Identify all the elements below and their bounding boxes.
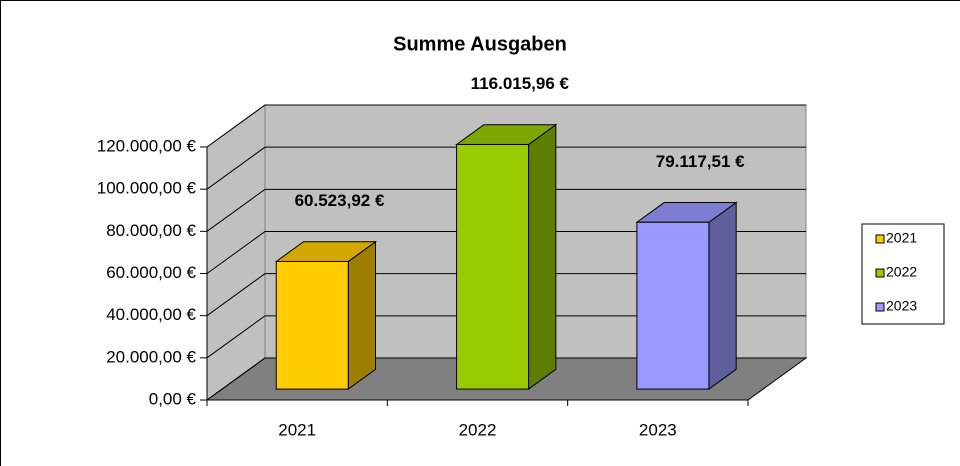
legend-label: 2021 <box>886 230 917 246</box>
grid-line <box>206 357 806 401</box>
y-tick-label: 100.000,00 € <box>97 179 197 198</box>
legend-swatch <box>875 268 885 278</box>
x-tick-label: 2022 <box>459 420 497 439</box>
legend-label: 2022 <box>886 264 917 280</box>
grid-line <box>206 315 806 359</box>
y-tick-label: 80.000,00 € <box>106 221 196 240</box>
grid-line <box>206 104 806 148</box>
y-tick-label: 60.000,00 € <box>106 263 196 282</box>
x-tick-label: 2021 <box>278 420 316 439</box>
bar <box>456 143 530 390</box>
legend-swatch <box>875 234 885 244</box>
y-tick-label: 20.000,00 € <box>106 347 196 366</box>
grid-line <box>206 188 806 232</box>
grid-line <box>206 146 806 190</box>
value-label: 116.015,96 € <box>471 74 570 93</box>
y-tick-label: 0,00 € <box>149 389 197 408</box>
chart-title: Summe Ausgaben <box>393 33 567 55</box>
bar <box>275 260 349 390</box>
bar-side <box>708 201 737 391</box>
bar-side <box>347 240 377 391</box>
value-label: 79.117,51 € <box>656 152 745 171</box>
value-label: 60.523,92 € <box>295 191 385 210</box>
y-tick-label: 40.000,00 € <box>106 305 196 324</box>
bar <box>636 221 710 390</box>
grid-line <box>206 273 806 317</box>
x-tick-label: 2023 <box>639 420 677 439</box>
legend-swatch <box>875 302 885 312</box>
grid-line <box>206 231 806 274</box>
legend-label: 2023 <box>886 298 917 314</box>
y-tick-label: 120.000,00 € <box>97 136 197 155</box>
bar-side <box>528 123 557 391</box>
